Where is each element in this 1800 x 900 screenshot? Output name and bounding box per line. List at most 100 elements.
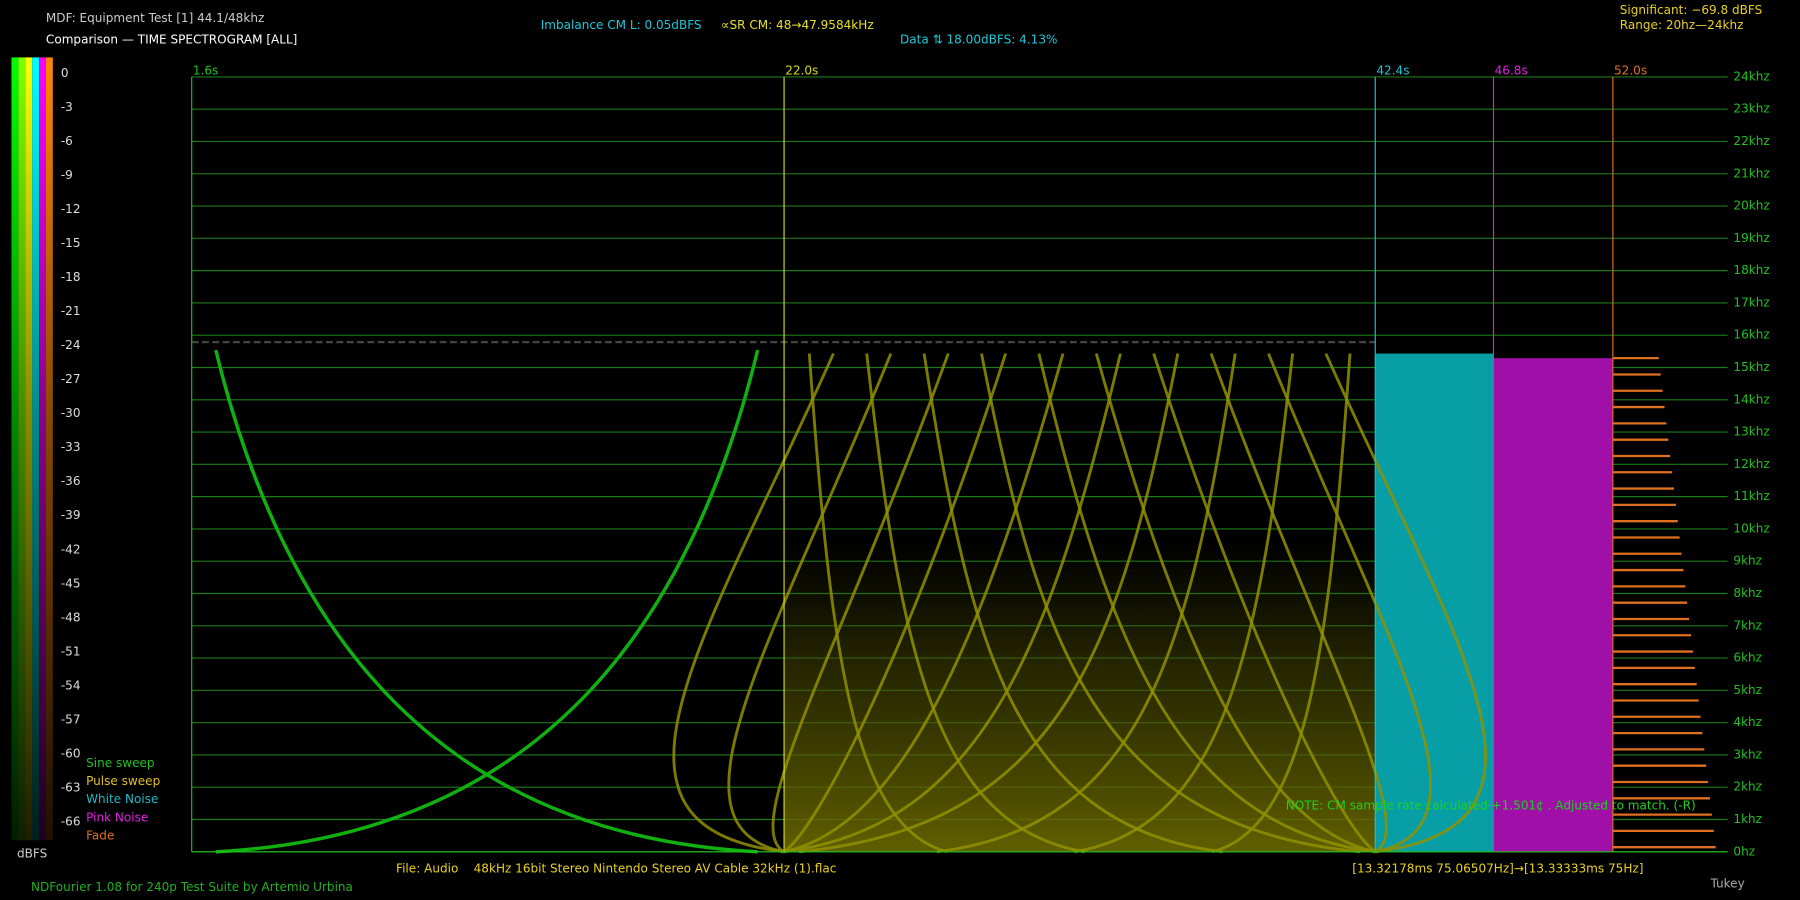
colorbar-tick-label: -3 — [61, 100, 73, 114]
time-marker-label: 1.6s — [193, 64, 218, 78]
frequency-label: 5khz — [1733, 683, 1762, 697]
frequency-label: 18khz — [1733, 263, 1769, 277]
range: Range: 20hz—24khz — [1620, 18, 1744, 32]
frequency-label: 20khz — [1733, 199, 1769, 213]
frequency-label: 15khz — [1733, 360, 1769, 374]
pulse-sweep-arc — [865, 353, 1086, 854]
credit: NDFourier 1.08 for 240p Test Suite by Ar… — [31, 880, 353, 894]
colorbar-stripe — [32, 57, 40, 841]
frequency-label: 12khz — [1733, 457, 1769, 471]
frequency-label: 19khz — [1733, 231, 1769, 245]
sine-sweep — [214, 349, 758, 854]
colorbar-tick-label: -6 — [61, 134, 73, 148]
frequency-label: 13khz — [1733, 425, 1769, 439]
pulse-sweep-arc — [980, 353, 1361, 854]
colorbar-tick-label: -36 — [61, 474, 81, 488]
imbalance: Imbalance CM L: 0.05dBFS — [541, 18, 702, 32]
pulse-sweep-arc — [936, 353, 1237, 854]
frequency-label: 16khz — [1733, 328, 1769, 342]
white-noise-block — [1375, 353, 1494, 852]
pulse-sweep-arc — [1074, 353, 1295, 854]
legend-entry: Pulse sweep — [86, 774, 160, 788]
frequency-label: 6khz — [1733, 651, 1762, 665]
time-marker-label: 46.8s — [1495, 64, 1528, 78]
pulse-sweep-arc — [922, 353, 1223, 854]
pulse-sweep-arc — [807, 353, 948, 854]
frequency-label: 23khz — [1733, 102, 1769, 116]
colorbar-tick-label: -9 — [61, 168, 73, 182]
plot-content — [191, 76, 1728, 854]
frequency-label: 10khz — [1733, 521, 1769, 535]
pulse-sweep-floor — [784, 539, 1376, 852]
pink-noise-block — [1493, 358, 1613, 852]
colorbar-unit: dBFS — [17, 847, 47, 861]
window-name: Tukey — [1709, 876, 1744, 890]
colorbar-tick-label: -54 — [61, 678, 81, 692]
colorbar-tick-label: -12 — [61, 202, 81, 216]
colorbar-stripe — [45, 57, 53, 841]
frequency-label: 17khz — [1733, 295, 1769, 309]
pulse-sweep-arc — [1094, 353, 1376, 854]
pulse-sweep-arc — [783, 353, 1065, 854]
frequency-label: 22khz — [1733, 134, 1769, 148]
pulse-sweep-arc — [1209, 353, 1388, 854]
pulse-sweep-arc — [771, 353, 950, 854]
colorbar-tick-label: -30 — [61, 406, 81, 420]
note: NOTE: CM sample rate calculated +1.501¢ … — [1286, 798, 1696, 812]
frequency-label: 7khz — [1733, 618, 1762, 632]
time-marker-label: 42.4s — [1376, 64, 1409, 78]
pulse-sweep-arc — [727, 353, 893, 854]
colorbar-tick-label: -24 — [61, 338, 81, 352]
pulse-sweep-arc — [783, 353, 1122, 854]
frequency-label: 4khz — [1733, 715, 1762, 729]
subtitle: Comparison — TIME SPECTROGRAM [ALL] — [46, 33, 297, 47]
pulse-sweep-arc — [1152, 353, 1377, 853]
pulse-sweep-arc — [783, 353, 1007, 853]
legend-entry: White Noise — [86, 792, 158, 806]
sine-sweep — [215, 349, 760, 854]
colorbar-tick-label: -15 — [61, 236, 81, 250]
legend-entry: Sine sweep — [86, 756, 154, 770]
frequency-label: 0hz — [1733, 844, 1755, 858]
time-marker-label: 52.0s — [1614, 64, 1647, 78]
colorbar-tick-label: -66 — [61, 814, 81, 828]
colorbar-tick-label: -39 — [61, 508, 81, 522]
colorbar-tick-label: -57 — [61, 712, 81, 726]
colorbar-tick-label: -63 — [61, 780, 81, 794]
colorbar-stripe — [11, 57, 19, 841]
frequency-label: 9khz — [1733, 554, 1762, 568]
time-marker-label: 22.0s — [785, 64, 818, 78]
colorbar-tick-label: -42 — [61, 542, 81, 556]
pulse-sweep-arc — [672, 352, 835, 854]
colorbar-tick-label: -45 — [61, 576, 81, 590]
colorbar-stripe — [18, 57, 26, 841]
colorbar-tick-label: -60 — [61, 746, 81, 760]
colorbar-tick-label: -33 — [61, 440, 81, 454]
colorbar-tick-label: -27 — [61, 372, 81, 386]
pulse-sweep-arc — [1324, 352, 1487, 854]
frequency-label: 1khz — [1733, 812, 1762, 826]
file-info: File: Audio 48kHz 16bit Stereo Nintendo … — [396, 862, 836, 876]
title: MDF: Equipment Test [1] 44.1/48khz — [46, 11, 264, 25]
pulse-sweep-arc — [1037, 353, 1376, 854]
legend-entry: Fade — [86, 828, 114, 842]
frequency-label: 21khz — [1733, 166, 1769, 180]
significant: Significant: −69.8 dBFS — [1620, 3, 1763, 17]
colorbar-tick-label: 0 — [61, 66, 69, 80]
frequency-label: 14khz — [1733, 392, 1769, 406]
data-stat: Data ⇅ 18.00dBFS: 4.13% — [900, 33, 1057, 47]
frequency-label: 2khz — [1733, 780, 1762, 794]
frequency-label: 8khz — [1733, 586, 1762, 600]
frequency-label: 3khz — [1733, 747, 1762, 761]
timing: [13.32178ms 75.06507Hz]→[13.33333ms 75Hz… — [1352, 862, 1643, 876]
colorbar-stripe — [39, 57, 46, 841]
colorbar-tick-label: -51 — [61, 644, 81, 658]
frequency-label: 11khz — [1733, 489, 1769, 503]
pulse-sweep-arc — [1211, 353, 1352, 854]
legend-entry: Pink Noise — [86, 810, 148, 824]
colorbar-tick-label: -18 — [61, 270, 81, 284]
colorbar-tick-label: -48 — [61, 610, 81, 624]
colorbar-stripe — [25, 57, 33, 841]
frequency-label: 24khz — [1733, 69, 1769, 83]
pulse-sweep-arc — [1267, 353, 1432, 854]
